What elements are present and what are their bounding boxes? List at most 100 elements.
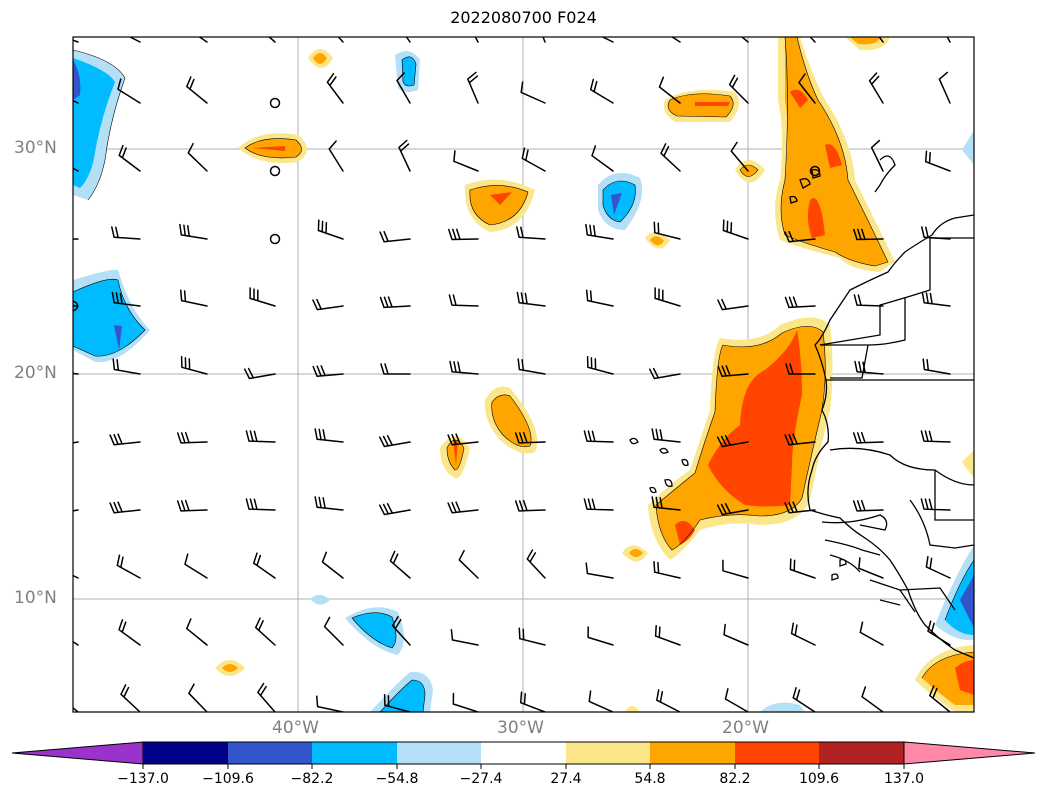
wind-barb xyxy=(785,363,816,375)
wind-barb xyxy=(924,150,951,172)
wind-barb xyxy=(321,551,344,579)
wind-barbs xyxy=(73,37,951,712)
wind-barb xyxy=(458,549,479,579)
wind-barb xyxy=(73,39,79,43)
wind-barb xyxy=(453,150,479,172)
wind-barb xyxy=(312,298,344,311)
wind-barb xyxy=(798,73,816,104)
wind-barb xyxy=(323,616,344,646)
colorbar-bin xyxy=(735,742,819,764)
wind-barb xyxy=(583,498,614,511)
wind-barb xyxy=(328,140,344,172)
lat-label-30n: 30°N xyxy=(14,138,57,158)
wind-barb xyxy=(542,37,546,43)
lat-label-20n: 20°N xyxy=(14,363,57,383)
wind-barb xyxy=(878,37,884,43)
wind-barb xyxy=(245,430,276,443)
wind-barb xyxy=(268,37,276,43)
wind-barb xyxy=(249,287,276,307)
colorbar-extend-high xyxy=(903,741,1036,765)
wind-barb xyxy=(112,358,141,375)
wind-barb xyxy=(740,37,749,43)
wind-barb xyxy=(383,694,411,712)
wind-barb xyxy=(938,71,951,104)
colorbar-tick-label: −109.6 xyxy=(202,771,254,787)
wind-barb xyxy=(521,147,546,172)
wind-barb xyxy=(585,223,614,240)
colorbar-tick-label: 109.6 xyxy=(798,771,840,787)
wind-barb xyxy=(927,620,951,646)
wind-barb xyxy=(312,365,344,378)
colorbar-extend-low xyxy=(11,741,144,765)
wind-barb xyxy=(118,619,141,646)
wind-barb xyxy=(658,76,681,104)
wind-barb xyxy=(653,221,681,240)
map-title: 2022080700 F024 xyxy=(450,8,597,27)
wind-barb xyxy=(116,554,141,579)
wind-barb xyxy=(868,72,884,104)
wind-barb xyxy=(391,616,411,646)
wind-barb xyxy=(518,627,546,646)
wind-barb xyxy=(591,145,614,172)
wind-barb xyxy=(179,223,208,240)
wind-barb xyxy=(853,228,884,241)
wind-barb xyxy=(654,287,681,307)
wind-barb xyxy=(651,496,681,511)
wind-barb xyxy=(467,71,479,104)
wind-barb xyxy=(405,37,411,43)
colorbar-tick-label: 27.4 xyxy=(550,771,582,787)
wind-barb xyxy=(716,503,749,516)
wind-barb xyxy=(792,687,816,712)
colorbar-bin xyxy=(650,742,735,764)
wind-barb xyxy=(398,139,411,172)
contour-lines xyxy=(73,37,974,712)
wind-barb xyxy=(179,289,208,307)
colorbar-tick-label: 137.0 xyxy=(883,771,925,787)
wind-barb xyxy=(449,360,479,375)
wind-barb xyxy=(186,76,208,104)
wind-barb xyxy=(379,296,411,309)
wind-barb xyxy=(378,435,411,448)
wind-barb xyxy=(730,141,749,172)
wind-barb xyxy=(180,356,208,375)
wind-barb xyxy=(516,226,546,240)
wind-barb xyxy=(314,428,344,443)
lon-label-30w: 30°W xyxy=(497,718,544,738)
wind-barb xyxy=(73,305,79,307)
wind-barb xyxy=(648,367,681,380)
colorbar-bin xyxy=(819,742,904,764)
wind-barb xyxy=(722,559,749,579)
wind-barb xyxy=(188,683,208,712)
wind-barb xyxy=(474,37,479,43)
wind-barb xyxy=(921,226,951,240)
wind-barb xyxy=(660,143,681,172)
wind-barb xyxy=(589,78,614,104)
wind-barb xyxy=(514,499,546,512)
wind-barb xyxy=(73,99,79,104)
colorbar-tick-label: −54.8 xyxy=(375,771,419,787)
wind-barb xyxy=(520,81,546,104)
colorbar-bin xyxy=(143,742,228,764)
wind-barb xyxy=(448,228,479,241)
wind-barb xyxy=(717,365,749,378)
wind-barb xyxy=(784,230,816,243)
wind-barb xyxy=(448,294,479,307)
wind-barb xyxy=(784,501,816,514)
wind-barb xyxy=(922,358,951,375)
wind-barb xyxy=(583,430,614,443)
colorbar-bin xyxy=(481,742,566,764)
wind-barb xyxy=(585,562,614,579)
wind-barb xyxy=(257,682,276,712)
wind-barb xyxy=(859,621,884,646)
negative-anomaly-region xyxy=(73,50,974,712)
contour-fills xyxy=(73,37,974,712)
lat-label-10n: 10°N xyxy=(14,588,57,608)
wind-barb xyxy=(724,688,749,712)
wind-barb xyxy=(186,618,208,646)
wind-barb xyxy=(728,74,749,104)
colorbar-tick-label: 54.8 xyxy=(634,771,666,787)
wind-barb xyxy=(717,298,749,311)
wind-barb xyxy=(789,558,816,579)
wind-barb xyxy=(656,689,681,712)
